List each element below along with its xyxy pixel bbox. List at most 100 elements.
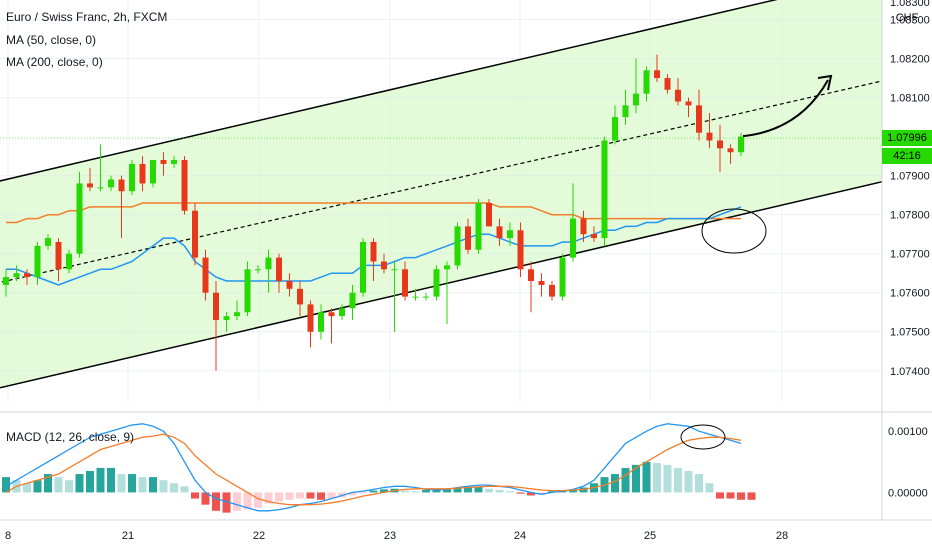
macd-histogram-bar bbox=[348, 492, 357, 496]
macd-histogram-bar bbox=[65, 480, 73, 493]
candle-body bbox=[675, 89, 681, 102]
candle-body bbox=[286, 281, 293, 289]
currency-label: CHF bbox=[895, 12, 919, 24]
macd-histogram-bar bbox=[2, 477, 10, 493]
candle-body bbox=[643, 70, 650, 94]
candle-body bbox=[360, 241, 366, 293]
candle-body bbox=[349, 292, 356, 309]
projection-arrowhead bbox=[817, 74, 833, 91]
time-tick-label: 21 bbox=[122, 530, 134, 542]
candle-body bbox=[192, 210, 198, 258]
candle-body bbox=[339, 308, 345, 317]
macd-histogram-bar bbox=[75, 474, 84, 493]
macd-histogram-bar bbox=[149, 477, 157, 493]
candle-body bbox=[87, 183, 93, 188]
macd-histogram-bar bbox=[254, 492, 262, 508]
macd-histogram-bar bbox=[117, 474, 126, 493]
macd-cross-ellipse bbox=[680, 424, 726, 450]
macd-histogram-bar bbox=[86, 470, 94, 493]
macd-histogram-bar bbox=[527, 492, 535, 496]
candle-body bbox=[13, 273, 20, 278]
price-tick-label: 1.07600 bbox=[890, 288, 930, 300]
candle-body bbox=[423, 296, 429, 298]
candle-body bbox=[3, 277, 9, 285]
candle-body bbox=[171, 160, 177, 164]
channel-upper-line bbox=[0, 0, 778, 182]
candle-body bbox=[580, 218, 587, 235]
candle-body bbox=[622, 105, 629, 118]
macd-histogram-bar bbox=[495, 489, 504, 493]
macd-histogram-bar bbox=[138, 477, 147, 493]
price-tick-label: 1.08100 bbox=[890, 93, 930, 105]
channel-lower-line bbox=[0, 180, 882, 389]
macd-histogram-bar bbox=[222, 492, 231, 513]
candle-body bbox=[465, 226, 471, 250]
candle-body bbox=[496, 226, 503, 239]
price-pane[interactable] bbox=[0, 0, 887, 520]
macd-histogram-bar bbox=[380, 489, 388, 493]
candle-body bbox=[76, 183, 83, 254]
macd-histogram-bar bbox=[401, 490, 409, 493]
macd-legend: MACD (12, 26, close, 9) bbox=[6, 430, 135, 444]
candle-body bbox=[738, 136, 744, 153]
candle-body bbox=[706, 132, 713, 141]
candle-body bbox=[654, 70, 660, 79]
candle-body bbox=[412, 296, 419, 298]
macd-histogram-bar bbox=[33, 480, 42, 493]
candle-body bbox=[66, 253, 72, 270]
macd-histogram-bar bbox=[359, 492, 367, 494]
price-tick-label: 1.07400 bbox=[890, 366, 930, 378]
bar-countdown-label: 42:16 bbox=[882, 148, 932, 165]
candle-body bbox=[297, 288, 303, 305]
macd-line bbox=[5, 423, 742, 512]
macd-histogram-bar bbox=[474, 486, 483, 493]
macd-histogram-bar bbox=[569, 489, 577, 493]
macd-histogram-bar bbox=[642, 461, 651, 493]
macd-histogram-bar bbox=[369, 490, 378, 493]
candle-body bbox=[601, 140, 608, 239]
macd-tick-label: 0.00000 bbox=[888, 487, 928, 499]
macd-histogram-bar bbox=[674, 467, 682, 493]
macd-pane[interactable] bbox=[2, 423, 756, 513]
candle-body bbox=[696, 105, 702, 133]
macd-histogram-bar bbox=[170, 483, 178, 493]
candle-body bbox=[475, 202, 482, 250]
macd-histogram-bar bbox=[684, 470, 693, 493]
macd-histogram-bar bbox=[411, 491, 420, 493]
channel-middle-line bbox=[0, 80, 882, 283]
candle-body bbox=[402, 269, 408, 297]
macd-histogram-bar bbox=[233, 492, 241, 511]
macd-histogram-bar bbox=[54, 477, 63, 493]
candle-body bbox=[24, 273, 30, 278]
candle-body bbox=[570, 218, 576, 258]
candle-body bbox=[55, 241, 62, 270]
ma50-legend: MA (50, close, 0) bbox=[6, 33, 97, 47]
candle-body bbox=[307, 304, 314, 332]
macd-histogram-bar bbox=[107, 467, 115, 493]
candle-body bbox=[129, 163, 135, 192]
candle-body bbox=[370, 241, 377, 262]
macd-histogram-bar bbox=[180, 486, 189, 493]
candle-body bbox=[45, 238, 51, 246]
macd-histogram-bar bbox=[128, 474, 136, 493]
macd-histogram-bar bbox=[653, 463, 661, 493]
macd-tick-label: 0.00100 bbox=[888, 426, 928, 438]
candle-body bbox=[150, 160, 156, 184]
macd-histogram-bar bbox=[516, 492, 525, 494]
candle-body bbox=[444, 265, 450, 270]
macd-histogram-bar bbox=[705, 483, 714, 493]
candle-body bbox=[591, 234, 597, 239]
macd-histogram-bar bbox=[296, 492, 304, 499]
price-tick-label: 1.07500 bbox=[890, 327, 930, 339]
time-tick-label: 23 bbox=[384, 530, 396, 542]
macd-histogram-bar bbox=[632, 464, 640, 493]
candle-body bbox=[633, 93, 639, 106]
macd-histogram-bar bbox=[485, 488, 493, 493]
macd-histogram-bar bbox=[716, 492, 724, 499]
candle-body bbox=[118, 179, 125, 192]
candle-body bbox=[223, 316, 230, 321]
macd-histogram-bar bbox=[243, 492, 252, 510]
macd-histogram-bar bbox=[611, 474, 619, 493]
